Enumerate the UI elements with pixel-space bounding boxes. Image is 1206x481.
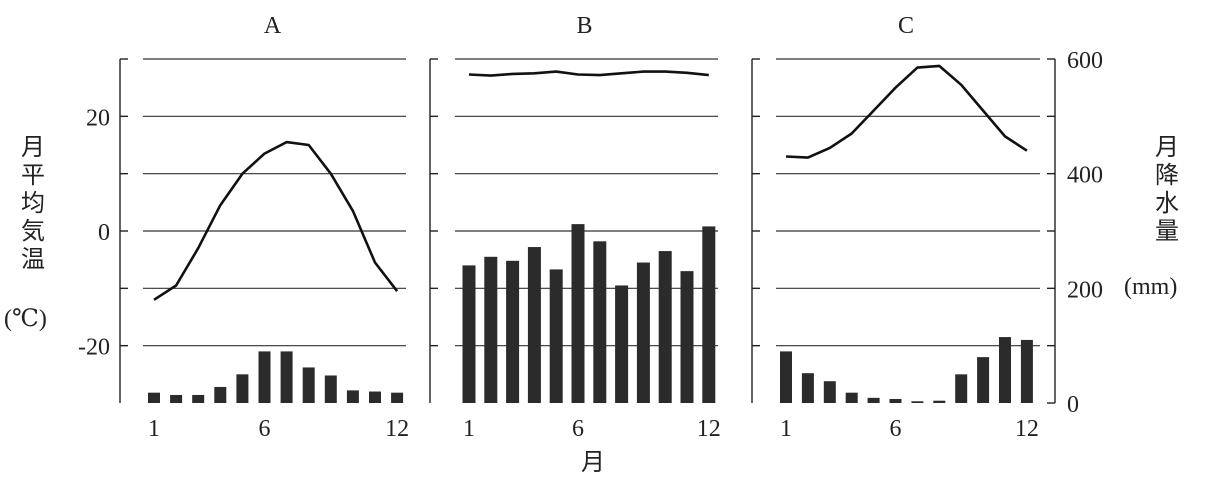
panel-title: C: [898, 13, 914, 39]
precipitation-bar: [780, 351, 792, 403]
left-tick-label: 0: [98, 220, 110, 246]
left-axis-label-char: 月: [21, 135, 45, 161]
precipitation-bar: [867, 397, 880, 403]
x-tick-label: 1: [148, 416, 160, 442]
precipitation-bar: [214, 386, 227, 403]
precipitation-bar: [680, 271, 694, 403]
x-tick-label: 6: [890, 416, 902, 442]
precipitation-bar: [462, 265, 476, 403]
precipitation-bar: [484, 256, 498, 403]
precipitation-bar: [549, 269, 563, 403]
chart-panel-a: A 1 6 12: [143, 13, 409, 442]
temperature-line: [468, 70, 709, 77]
precipitation-bar: [702, 226, 716, 403]
right-tick-label: 200: [1067, 277, 1103, 303]
left-axis-label-char: 気: [21, 219, 45, 245]
right-axis-label-char: 水: [1155, 191, 1179, 217]
left-axis-label-char: 温: [21, 247, 45, 273]
panel-title: B: [576, 13, 592, 39]
left-axis-unit: (℃): [4, 306, 47, 332]
right-axis-label-char: 月: [1155, 135, 1179, 161]
precipitation-bar: [999, 337, 1011, 403]
precipitation-bar: [506, 260, 520, 403]
left-axis-label: 月 平 均 気 温: [16, 134, 50, 274]
left-axis-label-char: 均: [21, 191, 45, 217]
precipitation-bar: [823, 381, 836, 403]
left-tick-label: 20: [86, 105, 110, 131]
precipitation-bar: [391, 392, 404, 403]
precipitation-bar: [192, 394, 205, 403]
precipitation-bar: [933, 400, 946, 403]
precipitation-bar: [845, 392, 858, 403]
right-tick-label: 400: [1067, 163, 1103, 189]
precipitation-bar: [302, 367, 315, 403]
precipitation-bar: [658, 251, 672, 403]
x-tick-label: 6: [572, 416, 584, 442]
precipitation-bar: [593, 241, 607, 403]
precipitation-bar: [236, 374, 249, 403]
precipitation-bar: [955, 374, 968, 403]
temperature-line: [785, 64, 1028, 159]
left-tick-label: -20: [78, 335, 110, 361]
right-axis-label-char: 量: [1155, 219, 1179, 245]
right-tick-label: 0: [1067, 392, 1079, 418]
panel-title: A: [264, 13, 282, 39]
precipitation-bar: [346, 390, 359, 403]
precipitation-bar: [1020, 339, 1033, 403]
precipitation-bar: [369, 391, 381, 403]
precipitation-bar: [571, 224, 585, 403]
precipitation-bar: [527, 247, 541, 403]
precipitation-bar: [889, 398, 902, 403]
precipitation-bar: [636, 262, 650, 403]
precipitation-bar: [258, 351, 271, 403]
chart-panel-c: C 1 6 12: [776, 13, 1040, 442]
precipitation-bar: [170, 394, 183, 403]
right-axis-unit: (mm): [1124, 274, 1178, 300]
x-tick-label: 12: [1015, 416, 1039, 442]
chart-panel-b: B 1 6 12: [455, 13, 721, 442]
x-tick-label: 1: [780, 416, 792, 442]
x-tick-label: 12: [385, 416, 409, 442]
x-tick-label: 6: [259, 416, 271, 442]
precipitation-bar: [977, 357, 990, 403]
precipitation-bar: [615, 285, 629, 403]
precipitation-bar: [911, 401, 924, 403]
x-tick-label: 1: [463, 416, 475, 442]
right-axis-label-char: 降: [1155, 163, 1179, 189]
temperature-line: [153, 140, 399, 301]
right-tick-label: 600: [1067, 48, 1103, 74]
left-axis-label-char: 平: [21, 163, 45, 189]
precipitation-bar: [801, 373, 814, 403]
x-tick-label: 12: [697, 416, 721, 442]
right-axis-label: 月 降 水 量: [1150, 134, 1184, 246]
precipitation-bar: [324, 375, 337, 403]
precipitation-bar: [148, 392, 160, 403]
x-axis-label: 月: [581, 450, 605, 476]
precipitation-bar: [280, 351, 293, 403]
